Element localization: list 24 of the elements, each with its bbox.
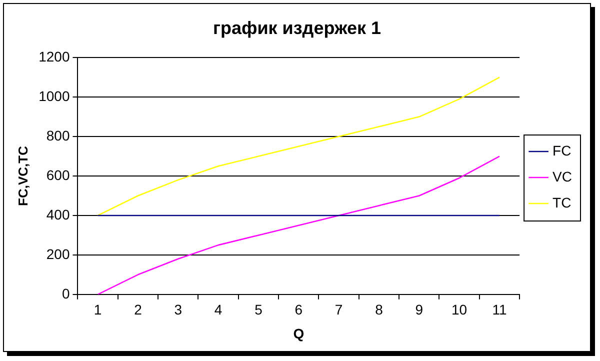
y-tick-label: 800 bbox=[46, 127, 70, 144]
chart-title: график издержек 1 bbox=[212, 18, 382, 38]
y-tick-label: 400 bbox=[46, 206, 70, 222]
x-tick-label: 1 bbox=[94, 302, 102, 318]
x-tick-label: 2 bbox=[134, 302, 142, 318]
x-tick-label: 7 bbox=[334, 302, 343, 318]
y-tick-label: 1200 bbox=[38, 48, 70, 64]
x-axis-title: Q bbox=[293, 325, 304, 342]
x-tick-label: 8 bbox=[375, 302, 384, 318]
x-tick-label: 6 bbox=[294, 302, 303, 318]
x-tick-label: 11 bbox=[492, 302, 507, 318]
x-tick-label: 10 bbox=[452, 302, 468, 318]
y-tick-label: 200 bbox=[46, 246, 70, 262]
y-tick-label: 0 bbox=[62, 285, 70, 302]
x-tick-label: 5 bbox=[254, 302, 263, 318]
legend-label: TC bbox=[552, 194, 572, 210]
x-tick-label: 3 bbox=[174, 302, 182, 318]
legend-label: VC bbox=[552, 168, 572, 184]
x-tick-label: 9 bbox=[415, 302, 424, 318]
y-axis-title: FC,VC,TC bbox=[15, 145, 30, 206]
y-tick-label: 1000 bbox=[38, 88, 70, 104]
x-tick-label: 4 bbox=[214, 302, 222, 318]
y-tick-label: 600 bbox=[46, 166, 70, 183]
legend-label: FC bbox=[552, 142, 572, 158]
